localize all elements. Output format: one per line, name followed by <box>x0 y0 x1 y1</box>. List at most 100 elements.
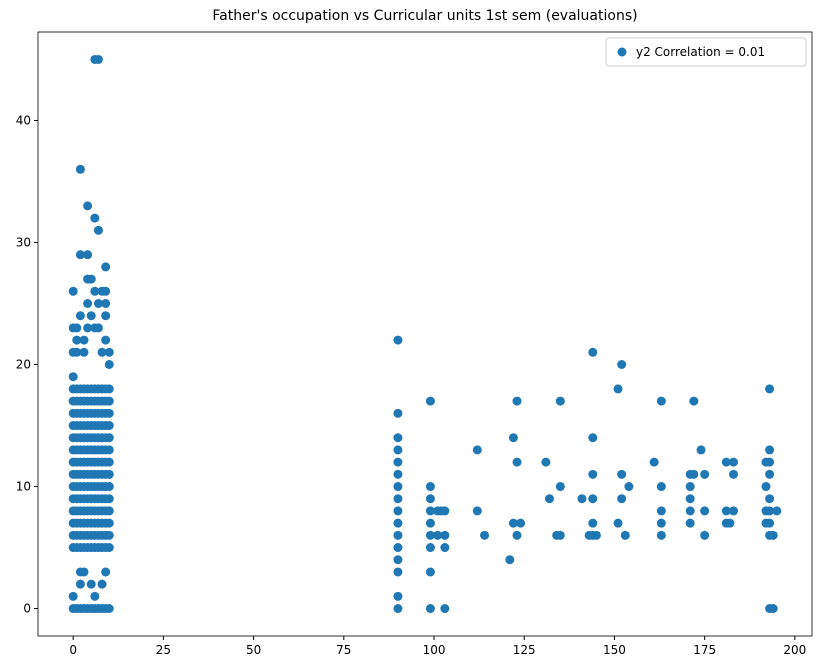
point <box>90 213 100 223</box>
x-tick-label: 100 <box>423 643 446 657</box>
point <box>729 469 739 479</box>
point <box>425 494 435 504</box>
point <box>393 518 403 528</box>
point <box>104 445 114 455</box>
point <box>72 335 82 345</box>
point <box>700 530 710 540</box>
point <box>656 518 666 528</box>
point <box>104 494 114 504</box>
point <box>75 311 85 321</box>
point <box>393 494 403 504</box>
point <box>104 457 114 467</box>
plot-area <box>68 54 782 614</box>
point <box>577 494 587 504</box>
point <box>393 543 403 553</box>
point <box>93 323 103 333</box>
point <box>624 482 634 492</box>
point <box>689 396 699 406</box>
point <box>765 457 775 467</box>
point <box>393 482 403 492</box>
point <box>516 518 526 528</box>
point <box>440 506 450 516</box>
point <box>685 482 695 492</box>
point <box>104 506 114 516</box>
point <box>86 311 96 321</box>
point <box>393 506 403 516</box>
point <box>86 579 96 589</box>
point <box>75 250 85 260</box>
x-tick-label: 75 <box>336 643 351 657</box>
point <box>104 469 114 479</box>
point <box>104 396 114 406</box>
point <box>508 433 518 443</box>
point <box>425 530 435 540</box>
point <box>104 543 114 553</box>
point <box>393 457 403 467</box>
point <box>104 604 114 614</box>
point <box>393 555 403 565</box>
point <box>620 530 630 540</box>
point <box>555 482 565 492</box>
point <box>101 298 111 308</box>
chart-title: Father's occupation vs Curricular units … <box>212 8 637 24</box>
point <box>768 604 778 614</box>
point <box>393 604 403 614</box>
point <box>104 421 114 431</box>
point <box>90 286 100 296</box>
point <box>83 201 93 211</box>
point <box>765 469 775 479</box>
x-tick-label: 50 <box>246 643 261 657</box>
point <box>101 311 111 321</box>
point <box>440 543 450 553</box>
point <box>685 518 695 528</box>
point <box>79 347 89 357</box>
point <box>649 457 659 467</box>
point <box>104 530 114 540</box>
point <box>93 298 103 308</box>
point <box>512 530 522 540</box>
point <box>425 518 435 528</box>
point <box>393 408 403 418</box>
point <box>588 347 598 357</box>
point <box>656 530 666 540</box>
point <box>689 469 699 479</box>
point <box>768 530 778 540</box>
point <box>425 506 435 516</box>
point <box>101 567 111 577</box>
point <box>729 457 739 467</box>
axes-frame <box>37 31 813 637</box>
point <box>393 445 403 455</box>
point <box>761 482 771 492</box>
y-tick-label: 20 <box>16 358 31 372</box>
point <box>97 579 107 589</box>
point <box>425 543 435 553</box>
point <box>440 530 450 540</box>
point <box>101 335 111 345</box>
point <box>104 482 114 492</box>
point <box>97 347 107 357</box>
point <box>696 445 706 455</box>
point <box>68 591 78 601</box>
point <box>472 445 482 455</box>
point <box>104 347 114 357</box>
point <box>480 530 490 540</box>
point <box>433 530 443 540</box>
point <box>613 384 623 394</box>
point <box>83 323 93 333</box>
point <box>104 360 114 370</box>
point <box>765 445 775 455</box>
point <box>588 494 598 504</box>
y-tick-label: 0 <box>23 602 31 616</box>
point <box>721 506 731 516</box>
point <box>656 506 666 516</box>
point <box>591 530 601 540</box>
point <box>700 469 710 479</box>
point <box>555 396 565 406</box>
point <box>505 555 515 565</box>
point <box>393 433 403 443</box>
point <box>656 396 666 406</box>
point <box>104 518 114 528</box>
point <box>75 164 85 174</box>
